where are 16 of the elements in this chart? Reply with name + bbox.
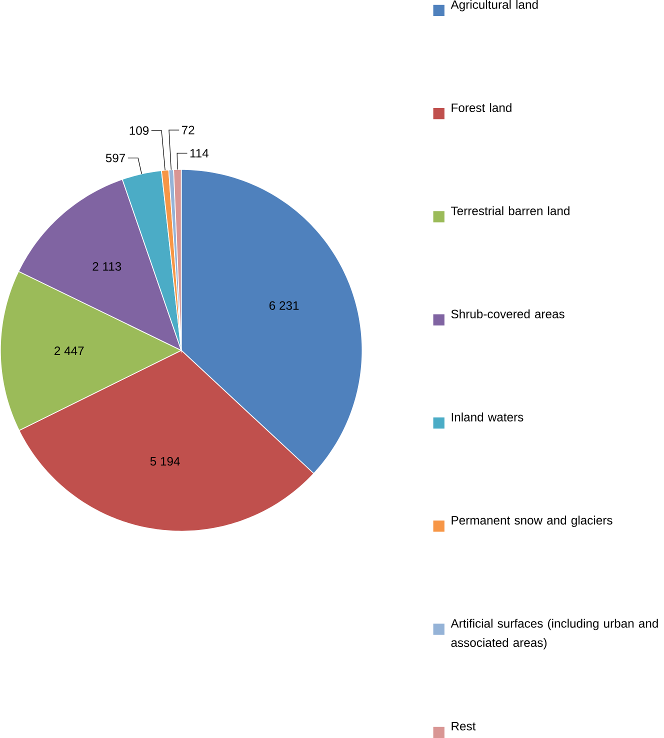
data-label: 114	[190, 149, 208, 158]
legend-label: Terrestrial barren land	[450, 206, 570, 216]
legend-label: Rest	[452, 722, 476, 730]
data-label: 2 447	[54, 346, 84, 355]
legend-label: Artificial surfaces (including urban and associated areas)	[450, 618, 658, 650]
data-label: 5 194	[150, 457, 180, 466]
legend-label: Inland waters	[452, 412, 524, 422]
legend-label: Forest land	[452, 103, 512, 112]
data-label: 2 113	[92, 262, 122, 271]
legend-label: Agricultural land	[450, 0, 538, 12]
data-label: 109	[130, 126, 149, 135]
legend-label: Permanent snow and glaciers	[452, 516, 612, 527]
legend-label: Shrub-covered areas	[451, 309, 564, 318]
data-label: 597	[106, 154, 126, 162]
data-label: 6 231	[269, 301, 299, 310]
data-label: 72	[182, 126, 194, 134]
